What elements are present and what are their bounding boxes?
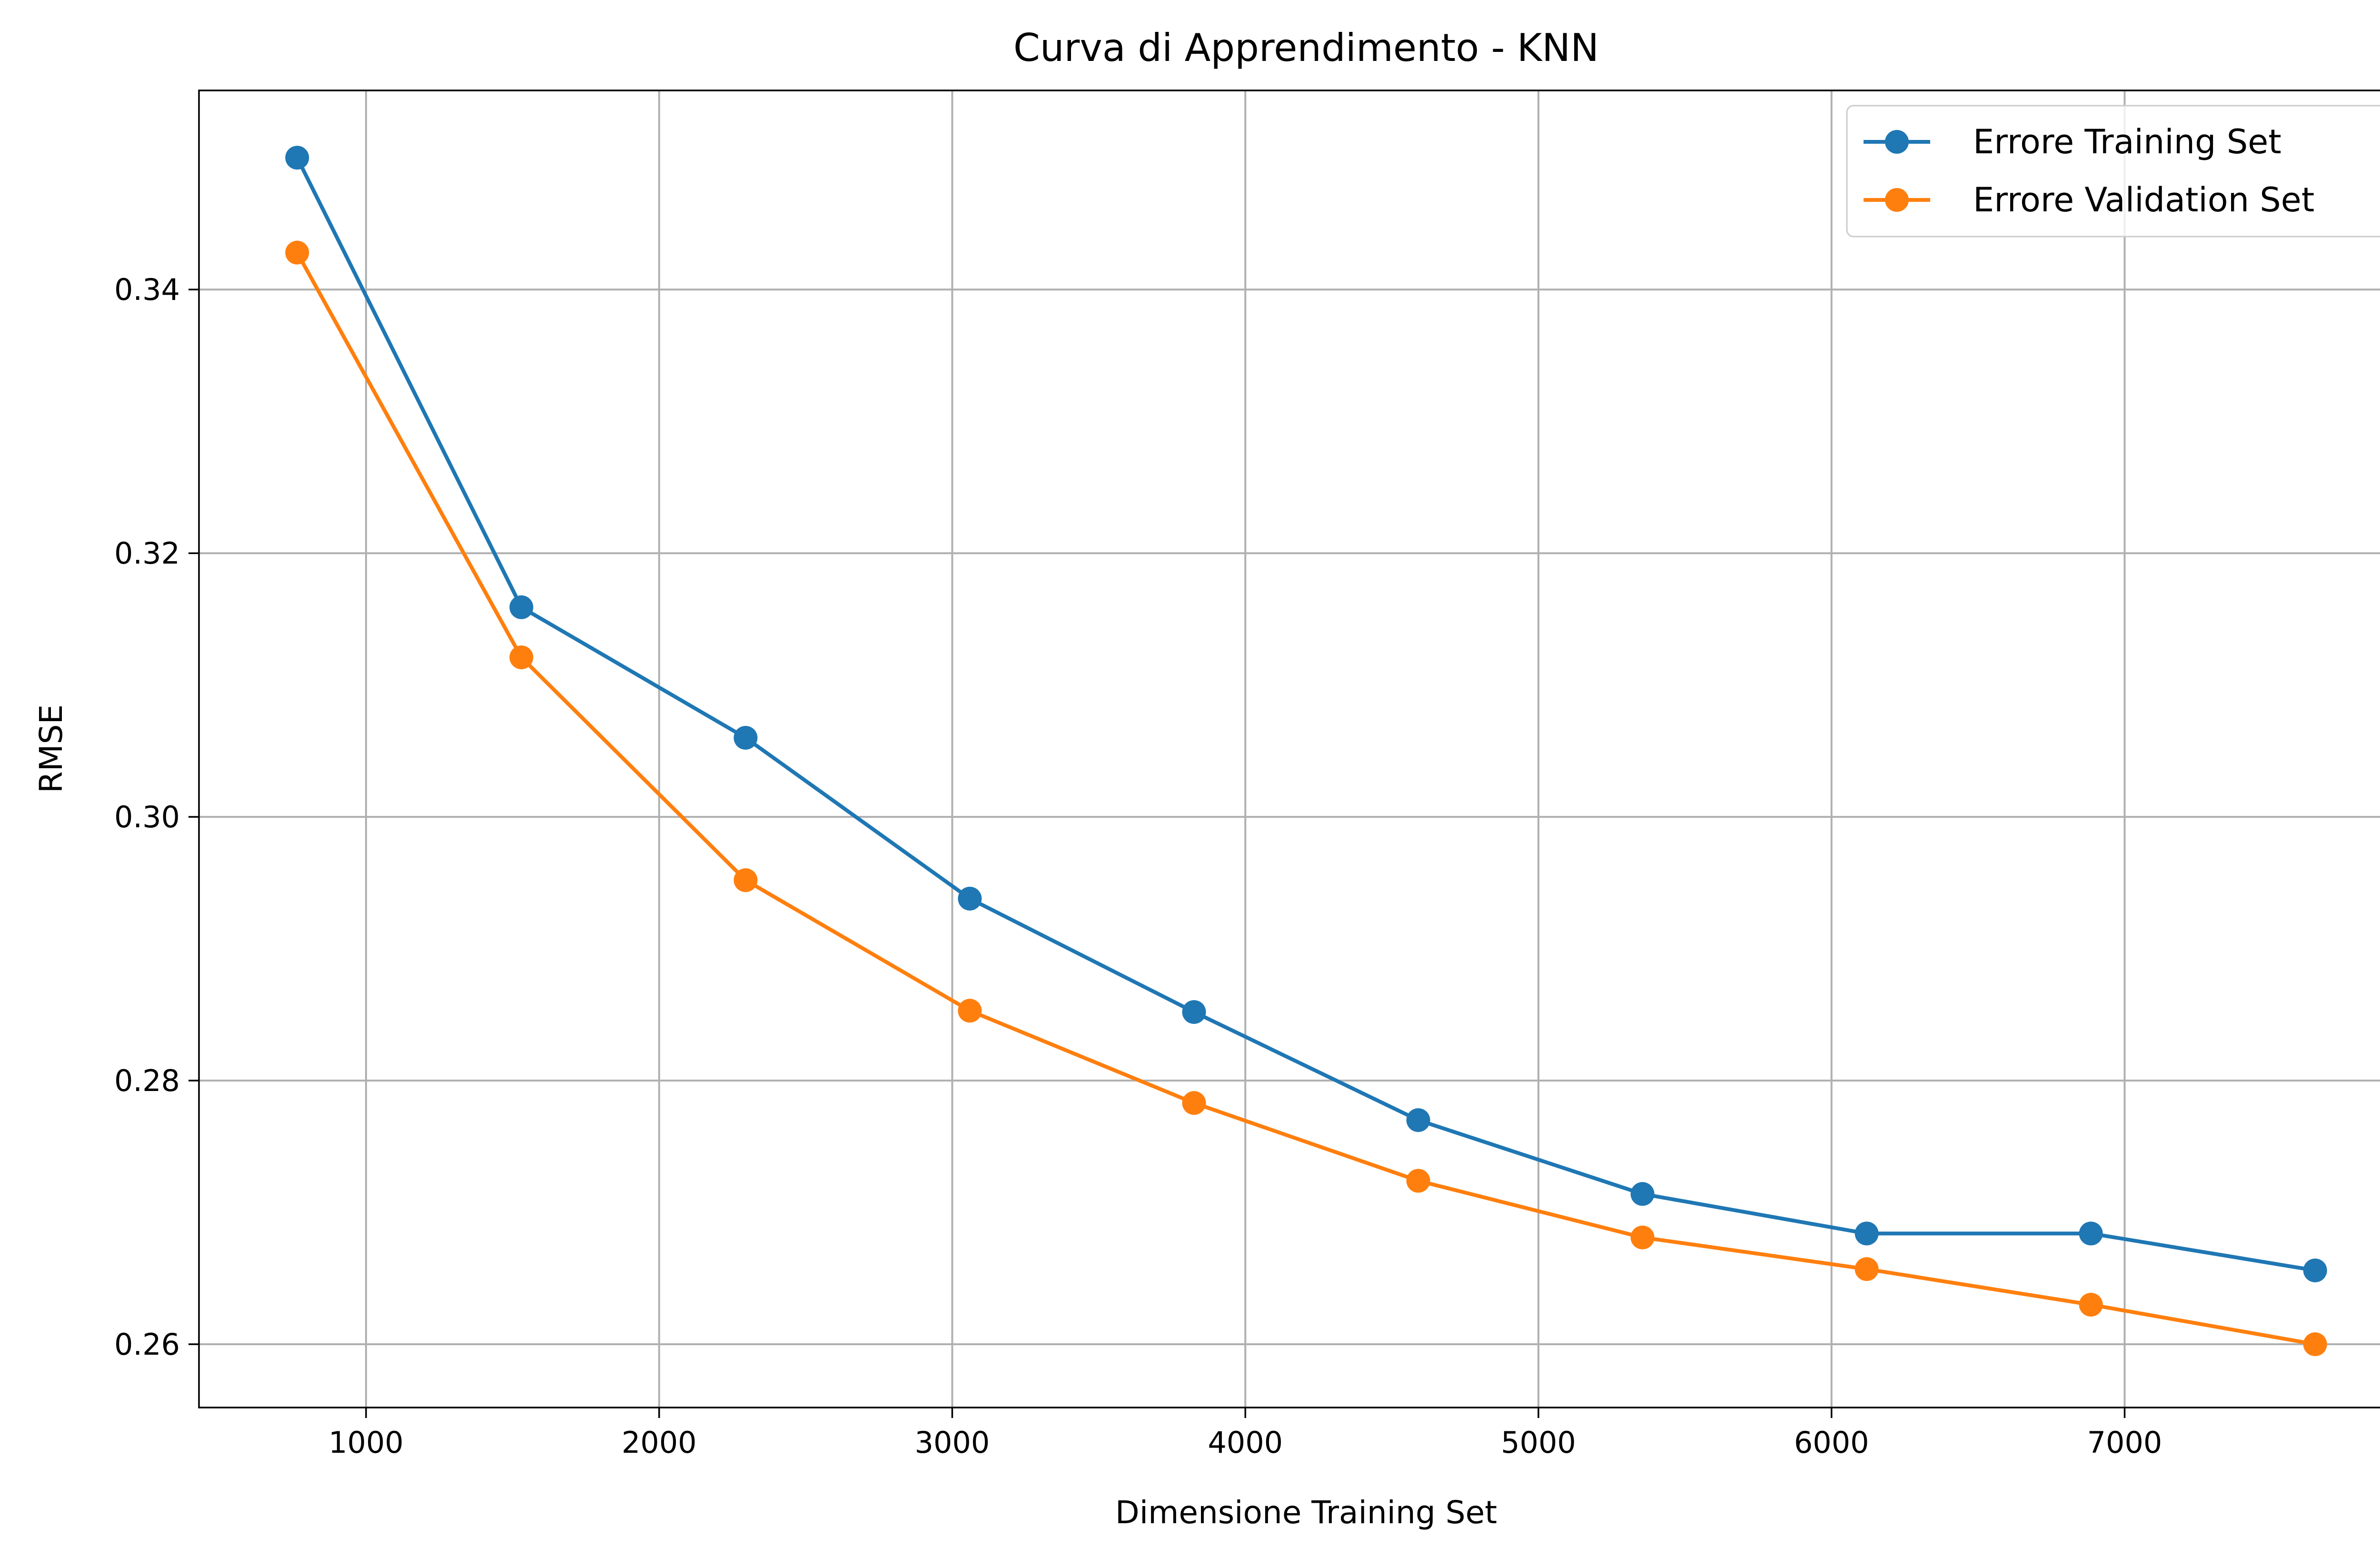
legend-marker-validation	[1885, 188, 1909, 212]
series-errore-validation-set	[285, 240, 2327, 1357]
data-point-errore-training-set	[1406, 1108, 1430, 1132]
data-point-errore-validation-set	[1854, 1257, 1879, 1281]
data-point-errore-training-set	[1182, 1000, 1206, 1024]
series-layer	[285, 146, 2327, 1357]
data-point-errore-training-set	[285, 146, 309, 170]
data-point-errore-validation-set	[509, 645, 534, 670]
x-axis-label: Dimensione Training Set	[1115, 1494, 1497, 1531]
x-axis-ticks: 1000 2000 3000 4000 5000 6000 7000	[328, 1408, 2162, 1460]
legend-marker-training	[1885, 130, 1909, 154]
x-tick-label: 5000	[1501, 1425, 1576, 1460]
y-axis-ticks: 0.26 0.28 0.30 0.32 0.34	[114, 272, 199, 1362]
y-tick-label: 0.34	[114, 272, 180, 307]
y-tick-label: 0.30	[114, 800, 180, 834]
chart-title: Curva di Apprendimento - KNN	[1013, 26, 1599, 70]
legend: Errore Training Set Errore Validation Se…	[1846, 105, 2380, 238]
x-tick-label: 6000	[1794, 1425, 1869, 1460]
series-errore-training-set	[285, 146, 2327, 1282]
data-point-errore-training-set	[734, 725, 758, 750]
data-point-errore-validation-set	[1630, 1225, 1655, 1250]
grid	[199, 90, 2380, 1408]
data-point-errore-validation-set	[734, 868, 758, 893]
y-axis-label: RMSE	[33, 704, 69, 793]
x-tick-label: 2000	[622, 1425, 697, 1460]
data-point-errore-validation-set	[2079, 1292, 2103, 1317]
data-point-errore-training-set	[958, 886, 982, 911]
data-point-errore-validation-set	[285, 240, 309, 265]
data-point-errore-validation-set	[958, 999, 982, 1023]
legend-frame	[1846, 105, 2380, 238]
y-tick-label: 0.26	[114, 1327, 180, 1362]
x-tick-label: 1000	[328, 1425, 404, 1460]
y-tick-label: 0.32	[114, 536, 180, 571]
data-point-errore-training-set	[1854, 1221, 1879, 1246]
data-point-errore-validation-set	[1406, 1169, 1430, 1193]
data-point-errore-training-set	[509, 595, 534, 619]
x-tick-label: 7000	[2087, 1425, 2162, 1460]
x-tick-label: 4000	[1208, 1425, 1283, 1460]
data-point-errore-validation-set	[1182, 1091, 1206, 1115]
data-point-errore-validation-set	[2303, 1332, 2327, 1357]
x-tick-label: 3000	[915, 1425, 990, 1460]
legend-label-validation: Errore Validation Set	[1973, 180, 2314, 219]
series-line-errore-training-set	[295, 156, 2317, 1272]
plot-frame	[198, 89, 2380, 1408]
data-point-errore-training-set	[2303, 1258, 2327, 1282]
series-line-errore-validation-set	[295, 250, 2317, 1347]
data-point-errore-training-set	[2079, 1221, 2103, 1246]
legend-label-training: Errore Training Set	[1973, 122, 2281, 161]
y-tick-label: 0.28	[114, 1063, 180, 1098]
data-point-errore-training-set	[1630, 1182, 1655, 1206]
